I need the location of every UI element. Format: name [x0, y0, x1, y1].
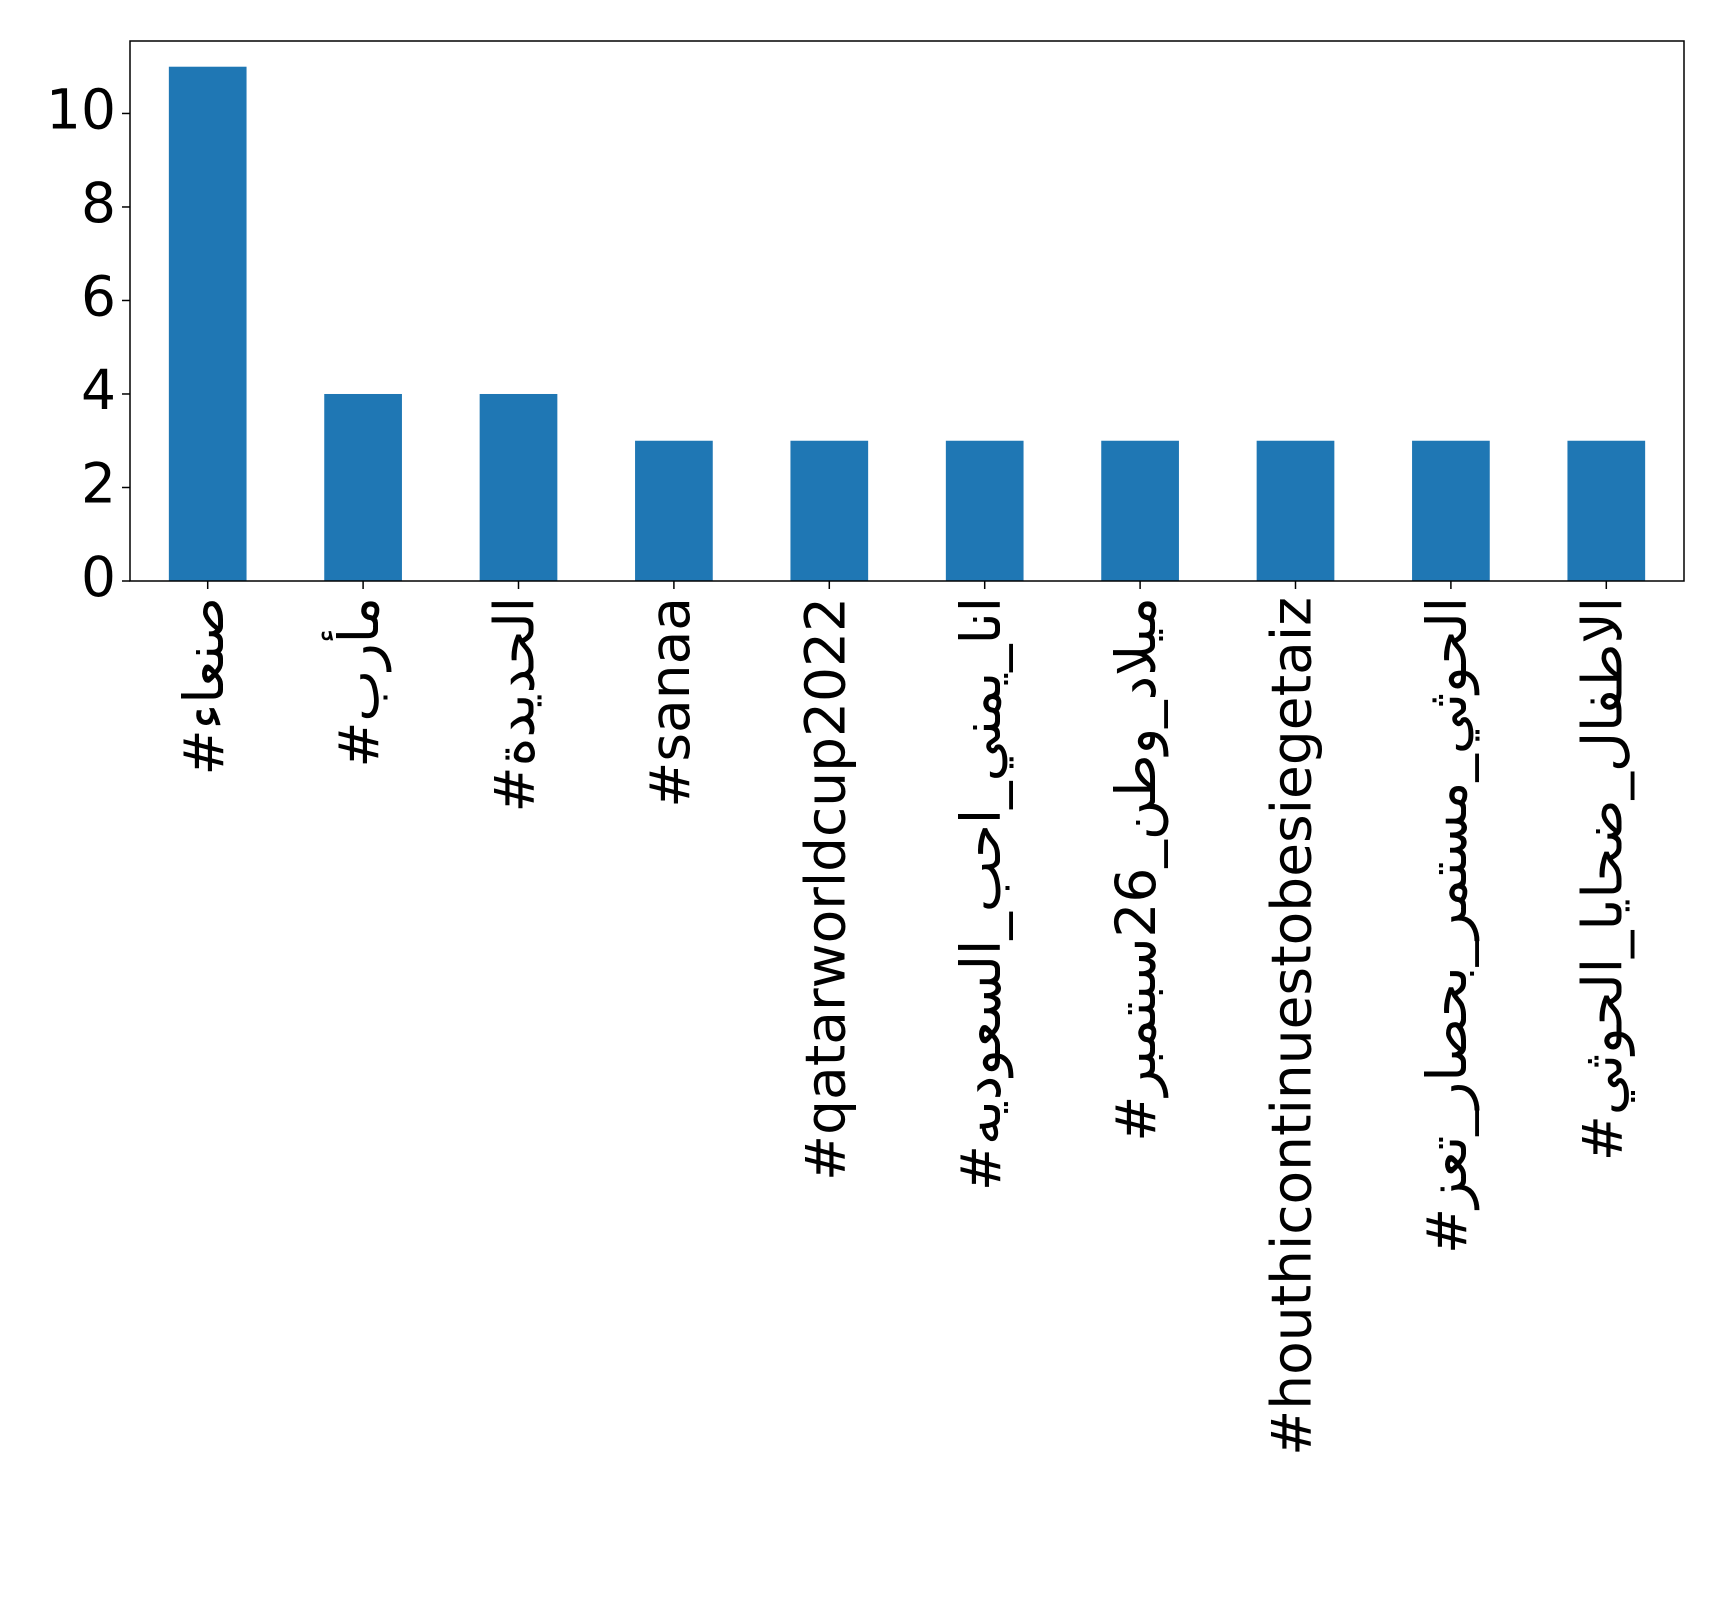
plot-frame [129, 40, 1685, 582]
bar [790, 440, 869, 581]
x-tick-label: #صنعاء [172, 597, 236, 776]
y-tick-label: 4 [81, 358, 116, 422]
x-tick-label: #الاطفال_ضحايا_الحوثي [1570, 597, 1635, 1161]
y-tick-label: 10 [46, 78, 116, 142]
x-tick-label: #انا_يمني_احب_السعوديه [949, 597, 1014, 1191]
bar [168, 66, 247, 581]
x-tick-label: #مأرب [321, 597, 391, 768]
bar [479, 393, 558, 581]
x-tick-label: #qatarworldcup2022 [793, 597, 857, 1181]
bar [1567, 440, 1646, 581]
x-tick-label: #الحديدة [483, 597, 547, 813]
bar [1412, 440, 1490, 581]
bar [1101, 440, 1179, 581]
bar [945, 440, 1024, 581]
x-tick-label: #houthicontinuestobesiegetaiz [1260, 597, 1324, 1456]
bar [635, 440, 713, 581]
x-tick-label: #sanaa [638, 597, 702, 808]
y-tick-label: 0 [81, 545, 116, 609]
x-tick-label: #الحوثي_مستمر_بحصار_تعز [1415, 597, 1480, 1254]
bar [1256, 440, 1335, 581]
y-tick-label: 8 [81, 171, 116, 235]
y-tick-label: 2 [81, 452, 116, 516]
bar [324, 393, 402, 581]
x-tick-label: #ميلاد_وطن_26سبتمبر [1104, 597, 1169, 1142]
y-tick-label: 6 [81, 265, 116, 329]
